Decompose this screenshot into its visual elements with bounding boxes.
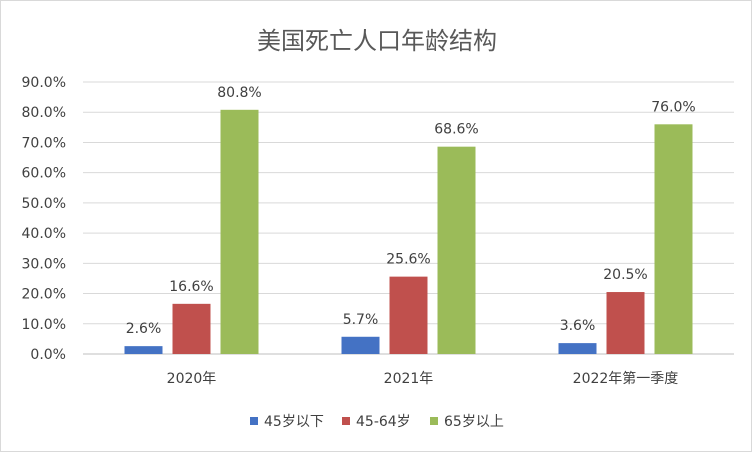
chart-title: 美国死亡人口年龄结构 [257,27,497,55]
legend: 45岁以下 45-64岁 65岁以上 [250,414,504,430]
y-tick-label: 90.0% [22,75,66,91]
legend-swatch [430,417,438,425]
y-tick-label: 40.0% [22,226,66,242]
y-axis-ticks: 0.0% 10.0% 20.0% 30.0% 40.0% 50.0% 60.0% 70.0% 8… [22,75,66,363]
x-tick-label: 2022年第一季度 [573,370,679,387]
bars [124,109,693,354]
y-tick-label: 80.0% [22,105,66,121]
data-label: 16.6% [169,279,213,295]
bar [437,146,476,354]
legend-swatch [250,417,258,425]
y-tick-label: 70.0% [22,135,66,151]
y-tick-label: 30.0% [22,256,66,272]
bar [220,109,259,354]
x-tick-label: 2020年 [167,371,217,387]
data-label: 25.6% [386,252,430,268]
bar [172,303,211,354]
bar [389,276,428,354]
data-label: 68.6% [434,122,478,138]
legend-label: 65岁以上 [444,414,504,430]
bar [124,346,163,354]
y-tick-label: 20.0% [22,287,66,303]
x-tick-label: 2021年 [384,371,434,387]
data-label: 3.6% [560,318,596,334]
y-tick-label: 60.0% [22,166,66,182]
bar [654,124,693,354]
bar [341,336,380,354]
x-axis-ticks: 2020年 2021年 2022年第一季度 [167,370,679,387]
data-label: 20.5% [603,267,647,283]
data-label: 76.0% [651,99,695,115]
data-label: 80.8% [217,85,261,101]
y-tick-label: 50.0% [22,196,66,212]
y-tick-label: 0.0% [30,347,66,363]
legend-swatch [342,417,350,425]
data-label: 2.6% [126,321,162,337]
data-label: 5.7% [343,312,379,328]
bar [558,343,597,354]
bar [606,292,645,354]
y-tick-label: 10.0% [22,317,66,333]
legend-label: 45-64岁 [356,414,411,430]
legend-label: 45岁以下 [264,414,324,430]
data-labels: 2.6% 16.6% 80.8% 5.7% 25.6% 68.6% 3.6% 20.5% 76.… [126,85,696,337]
